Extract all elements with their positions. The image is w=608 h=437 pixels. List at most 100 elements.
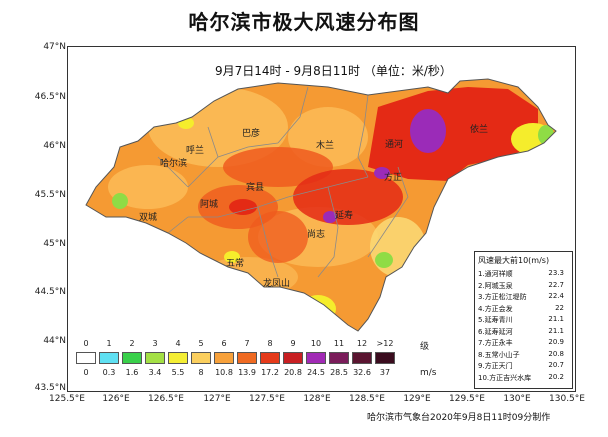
ranking-value: 22.4 <box>548 292 564 300</box>
place-label-yanshou: 延寿 <box>335 211 354 221</box>
ranking-station: 1.通河祥顺 <box>478 270 513 278</box>
lon-label: 127°E <box>203 394 231 404</box>
ranking-value: 21.1 <box>548 315 564 323</box>
ranking-row: 10.方正吉兴水库 20.2 <box>478 373 568 384</box>
lon-label: 128.5°E <box>349 394 385 404</box>
ranking-station: 2.阿城玉泉 <box>478 281 513 290</box>
lat-label: 45°N <box>43 239 66 249</box>
legend-level: 5 <box>198 339 204 348</box>
legend-level: 8 <box>267 339 273 348</box>
legend-level: 2 <box>129 339 135 348</box>
ranking-value: 20.7 <box>548 361 564 369</box>
legend-level: 12 <box>356 339 368 348</box>
place-label-mulan: 木兰 <box>316 141 335 151</box>
lon-label: 129.5°E <box>449 394 485 404</box>
place-label-shuangcheng: 双城 <box>139 213 158 223</box>
lat-label: 43.5°N <box>34 383 66 393</box>
map-title: 哈尔滨市极大风速分布图 <box>188 10 420 34</box>
place-label-harbin: 哈尔滨 <box>160 159 188 169</box>
legend-swatch <box>306 352 326 364</box>
ranking-row: 8.五常小山子 20.8 <box>478 350 568 361</box>
legend-speed: 13.9 <box>238 368 256 377</box>
ranking-row: 1.通河祥顺 23.3 <box>478 269 568 280</box>
ranking-value: 22.7 <box>548 280 564 289</box>
ranking-row: 2.阿城玉泉 22.7 <box>478 281 568 292</box>
ranking-row: 3.方正松江堤防 22.4 <box>478 292 568 303</box>
legend-level: 9 <box>290 339 296 348</box>
lat-label: 46°N <box>43 141 66 151</box>
legend-speed: 20.8 <box>284 368 302 377</box>
lat-label: 45.5°N <box>34 190 66 200</box>
legend-level: 1 <box>106 339 112 348</box>
legend-level: 7 <box>244 339 250 348</box>
legend-swatch <box>352 352 372 364</box>
ranking-station: 7.方正永丰 <box>478 339 513 347</box>
legend-level-unit: 级 <box>420 342 430 352</box>
legend-speed: 17.2 <box>261 368 279 377</box>
legend-speed: 1.6 <box>125 368 139 377</box>
lat-label: 47°N <box>43 42 66 52</box>
legend-speed: 0.3 <box>102 368 116 377</box>
legend-swatch <box>214 352 234 364</box>
lon-label: 130°E <box>503 394 531 404</box>
ranking-value: 21.1 <box>548 326 564 335</box>
legend-speed: 3.4 <box>148 368 162 377</box>
ranking-row: 4.方正会发 22 <box>478 304 568 315</box>
lon-label: 128°E <box>303 394 331 404</box>
legend-speed: 28.5 <box>330 368 348 377</box>
legend-speed: 8 <box>198 368 204 377</box>
legend-level: 3 <box>152 339 158 348</box>
legend-speed: 37 <box>379 368 391 377</box>
ranking-value: 20.8 <box>548 349 564 358</box>
lat-label: 44°N <box>43 336 66 346</box>
wind-scale-legend: 0 1 2 3 4 5 6 7 8 9 10 11 12 >12 级 0 0.3… <box>76 339 437 385</box>
ranking-station: 3.方正松江堤防 <box>478 293 527 301</box>
ranking-station: 5.延寿青川 <box>478 316 513 324</box>
legend-level: 10 <box>310 339 322 348</box>
ranking-row: 9.方正天门 20.7 <box>478 361 568 372</box>
ranking-row: 5.延寿青川 21.1 <box>478 315 568 326</box>
lon-label: 126°E <box>102 394 130 404</box>
ranking-value: 23.3 <box>548 269 564 277</box>
legend-level: 6 <box>221 339 227 348</box>
legend-swatch <box>329 352 349 364</box>
place-label-hulan: 呼兰 <box>186 146 205 156</box>
ranking-station: 8.五常小山子 <box>478 350 520 359</box>
place-label-shangzhi: 尚志 <box>307 230 326 240</box>
ranking-row: 6.延寿延河 21.1 <box>478 327 568 338</box>
place-label-bayan: 巴彦 <box>242 129 261 139</box>
production-credit: 哈尔滨市气象台2020年9月8日11时09分制作 <box>367 413 551 423</box>
legend-swatch <box>375 352 395 364</box>
ranking-row: 7.方正永丰 20.9 <box>478 338 568 349</box>
legend-swatch <box>99 352 119 364</box>
lon-label: 127.5°E <box>249 394 285 404</box>
place-label-yilan: 依兰 <box>470 125 489 135</box>
legend-speed: 5.5 <box>171 368 185 377</box>
legend-swatch <box>191 352 211 364</box>
ranking-value: 20.2 <box>548 372 564 381</box>
district-boundaries <box>157 86 409 278</box>
lat-label: 46.5°N <box>34 92 66 102</box>
legend-swatch <box>122 352 142 364</box>
legend-swatch <box>145 352 165 364</box>
lon-label: 129°E <box>403 394 431 404</box>
legend-swatch <box>168 352 188 364</box>
ranking-value: 20.9 <box>548 338 564 346</box>
place-label-tonghe: 通河 <box>385 140 404 150</box>
legend-speed: 32.6 <box>353 368 371 377</box>
legend-swatch <box>76 352 96 364</box>
place-label-fangzheng: 方正 <box>384 173 403 183</box>
ranking-station: 10.方正吉兴水库 <box>478 373 532 382</box>
legend-level: 11 <box>333 339 345 348</box>
ranking-value: 22 <box>555 303 564 312</box>
place-label-longfengshan: 龙凤山 <box>263 279 291 289</box>
legend-speed: 10.8 <box>215 368 233 377</box>
legend-swatch <box>283 352 303 364</box>
map-frame <box>67 46 576 392</box>
legend-speed: 0 <box>83 368 89 377</box>
legend-speed: 24.5 <box>307 368 325 377</box>
lon-label: 130.5°E <box>549 394 585 404</box>
legend-swatch <box>237 352 257 364</box>
legend-level: >12 <box>376 339 394 348</box>
ranking-title: 风速最大前10(m/s) <box>478 256 550 265</box>
